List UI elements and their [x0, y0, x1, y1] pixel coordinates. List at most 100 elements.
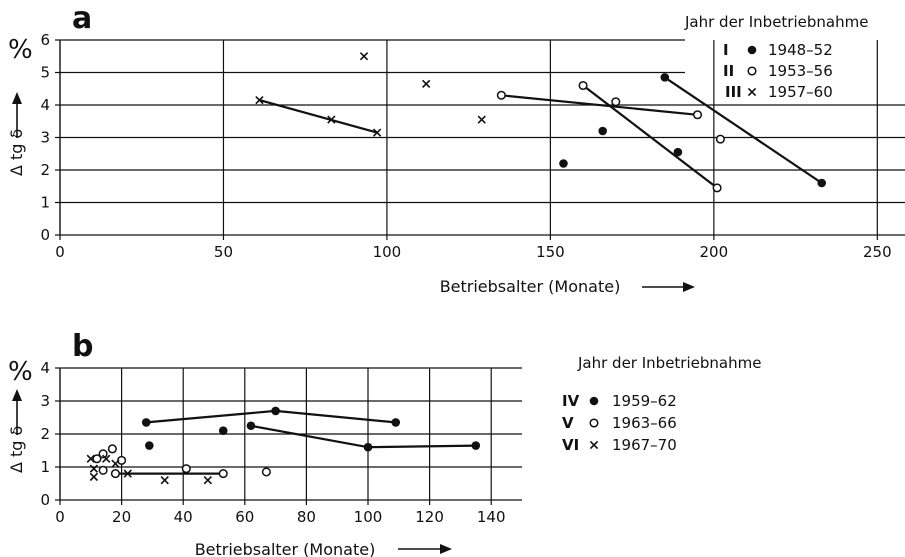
panel-b-legend-marker-V [589, 418, 599, 428]
panel-a-series-II-point-2 [611, 97, 621, 107]
panel-a-series-II-trend-0 [501, 94, 698, 116]
panel-a-ytick-label-4: 4 [40, 96, 50, 114]
panel-a-series-II-point-1 [578, 80, 588, 91]
panel-a-series-I-trend-0 [664, 76, 823, 184]
panel-b-series-IV-point-1 [145, 441, 154, 450]
panel-a-legend-label-I: 1948–52 [768, 41, 833, 59]
panel-a-series-I-point-1 [598, 126, 607, 136]
panel-b-series-VI-point-5 [123, 469, 132, 478]
panel-b-series-VI-point-0 [86, 454, 95, 463]
panel-a-legend-numeral-III: III [725, 83, 742, 101]
panel-b-series-V-point-8 [261, 467, 271, 477]
panel-b-series-VI-point-1 [89, 464, 99, 473]
panel-a-xtick-label-100: 100 [373, 243, 402, 261]
panel-b-legend-numeral-IV: IV [562, 392, 580, 410]
panel-b-series-V-point-0 [92, 454, 102, 464]
panel-a-series-III-point-2 [359, 52, 369, 61]
panel-a-ytick-label-6: 6 [40, 31, 50, 49]
panel-a-xlabel-arrow-head [683, 282, 695, 292]
panel-a-ytick-label-5: 5 [40, 64, 50, 82]
panel-a-ytick-label-3: 3 [40, 129, 50, 147]
panel-b-series-VI-point-7 [203, 476, 213, 485]
panel-b-series-IV-point-5 [363, 442, 373, 452]
panel-a-legend-numeral-II: II [723, 62, 734, 80]
panel-b-y-unit: % [8, 357, 33, 387]
panel-b-legend-label-IV: 1959–62 [612, 392, 677, 410]
panel-a-series-II-point-0 [496, 90, 506, 100]
panel-a-legend-numeral-I: I [723, 41, 729, 59]
panel-b-series-VI-point-3 [102, 454, 111, 463]
panel-a-series-III-point-5 [477, 115, 486, 124]
panel-a-series-III-point-4 [421, 79, 431, 89]
panel-a-series-II-point-4 [712, 183, 722, 193]
panel-a-xtick-label-200: 200 [700, 243, 729, 261]
panel-a-series-I-point-2 [660, 73, 670, 82]
panel-b-series-V-point-2 [98, 449, 108, 459]
panel-a-series-II-point-5 [715, 134, 725, 144]
panel-a-ytick-label-0: 0 [40, 226, 50, 244]
panel-b-xtick-label-120: 120 [415, 508, 444, 526]
panel-a-series-I-point-0 [559, 159, 568, 168]
panel-b-xtick-label-140: 140 [477, 508, 506, 526]
panel-a-series-III-point-1 [327, 115, 336, 124]
panel-a-letter: a [72, 1, 92, 36]
panel-b-series-IV-point-0 [141, 418, 151, 427]
panel-b-series-IV-point-7 [471, 441, 481, 450]
panel-b-xtick-label-0: 0 [55, 508, 65, 526]
panel-b-ytick-label-4: 4 [40, 359, 50, 377]
panel-b-ytick-label-0: 0 [40, 491, 50, 509]
panel-b-legend-marker-VI [589, 440, 599, 450]
panel-b-legend-numeral-VI: VI [562, 436, 579, 454]
panel-b-series-VI-point-4 [111, 459, 120, 468]
panel-a-series-III-point-0 [255, 95, 264, 105]
panel-b-series-V-point-1 [98, 465, 108, 475]
panel-b-xtick-label-40: 40 [174, 508, 193, 526]
panel-b-series-VI-point-2 [89, 472, 99, 482]
panel-b-series-IV-point-2 [218, 426, 228, 436]
panel-a-ytick-label-2: 2 [40, 161, 50, 179]
panel-b-series-IV-point-3 [246, 421, 256, 431]
panel-b-xtick-label-60: 60 [235, 508, 254, 526]
panel-b-series-V-point-6 [181, 464, 191, 474]
panel-a-series-II-trend-1 [582, 84, 718, 189]
panel-b-xtick-label-20: 20 [112, 508, 131, 526]
panel-a-series-II-point-3 [692, 110, 703, 120]
panel-b-series-VI-point-6 [160, 476, 169, 485]
panel-a-ylabel-arrow-head [12, 92, 22, 104]
panel-a-ylabel: Δ tg δ [7, 129, 26, 176]
panel-b-legend-title: Jahr der Inbetriebnahme [577, 354, 761, 372]
panel-b-legend-label-VI: 1967–70 [612, 436, 677, 454]
panel-b-series-IV-point-4 [271, 406, 280, 416]
panel-b-xtick-label-100: 100 [354, 508, 383, 526]
panel-b-ylabel-arrow-head [12, 389, 22, 401]
panel-a-xtick-label-150: 150 [536, 243, 565, 261]
panel-a-y-unit: % [8, 35, 33, 65]
panel-b-series-V-point-4 [110, 469, 120, 479]
panel-a-legend-label-II: 1953–56 [768, 62, 833, 80]
panel-a-series-I-point-3 [673, 147, 683, 157]
panel-b-series-V-point-3 [107, 444, 117, 454]
panel-a-legend-marker-I [747, 45, 757, 55]
panel-b-xlabel: Betriebsalter (Monate) [195, 540, 376, 557]
panel-a-legend-title: Jahr der Inbetriebnahme [684, 13, 868, 31]
panel-b-legend-numeral-V: V [562, 414, 574, 432]
panel-a-xtick-label-0: 0 [55, 243, 65, 261]
panel-a-legend-marker-II [747, 66, 757, 76]
panel-a-ytick-label-1: 1 [40, 194, 50, 212]
panel-b-ylabel: Δ tg δ [7, 426, 26, 473]
panel-b-xtick-label-80: 80 [297, 508, 316, 526]
panel-a-series-I-point-4 [817, 178, 827, 188]
panel-a-legend-marker-III [747, 87, 757, 97]
panel-b-xlabel-arrow-head [440, 544, 452, 554]
panel-b-legend-marker-IV [589, 396, 599, 406]
panel-b-legend-label-V: 1963–66 [612, 414, 677, 432]
panel-b-ytick-label-2: 2 [40, 425, 50, 443]
panel-b-ytick-label-3: 3 [40, 392, 50, 410]
panel-b-series-IV-point-6 [391, 418, 401, 427]
panel-a-series-III-trend-0 [259, 99, 378, 134]
panel-b-series-V-point-7 [218, 469, 228, 479]
panel-a-series-III-point-3 [372, 128, 382, 137]
panel-b-letter: b [72, 329, 93, 364]
panel-b-ytick-label-1: 1 [40, 458, 50, 476]
